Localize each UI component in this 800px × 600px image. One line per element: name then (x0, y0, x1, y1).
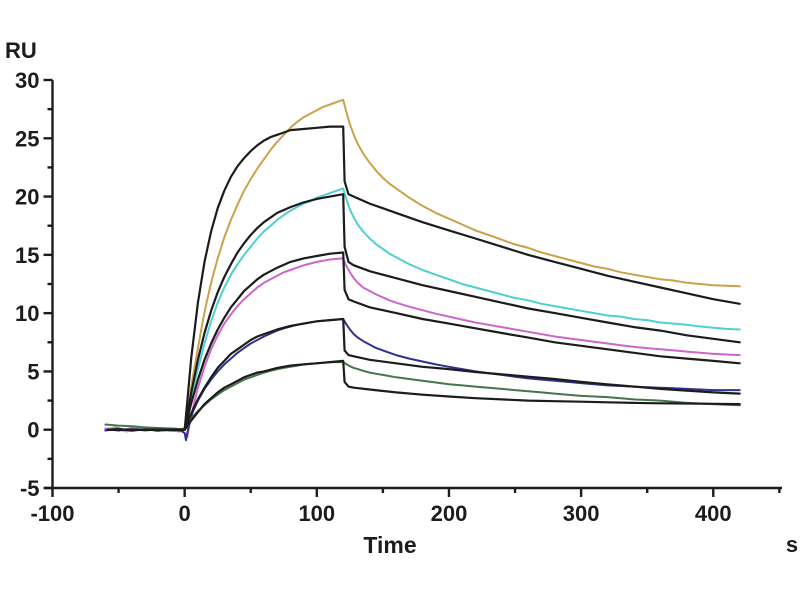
series-trace2-data-path (104, 187, 741, 433)
series-layer (104, 98, 741, 442)
y-tick-label: 10 (15, 301, 39, 326)
y-tick-label: 25 (15, 126, 39, 151)
x-axis-unit-label: s (786, 532, 798, 557)
series-trace1-fit-path (106, 125, 741, 431)
x-tick-label: 100 (298, 501, 335, 526)
x-tick-label: -100 (30, 501, 74, 526)
y-tick-label: 0 (27, 418, 39, 443)
axes-layer (43, 78, 782, 497)
y-axis-unit-label: RU (5, 38, 37, 63)
x-axis-title: Time (363, 532, 416, 558)
x-tick-label: 300 (563, 501, 600, 526)
y-tick-label: 15 (15, 243, 39, 268)
series-trace3-fit-path (106, 251, 741, 431)
y-tick-label: 20 (15, 185, 39, 210)
x-tick-label: 400 (695, 501, 732, 526)
tick-label-layer: -100 0 100 200 300 400 -5 0 5 10 15 20 25 30 (15, 68, 732, 526)
series-trace2-fit-path (106, 193, 741, 431)
x-tick-label: 200 (431, 501, 468, 526)
series-trace3-data-path (104, 257, 741, 438)
y-tick-label: 5 (27, 359, 39, 384)
x-tick-label: 0 (179, 501, 191, 526)
series-trace5-fit-path (106, 359, 741, 431)
series-trace4-fit-path (106, 317, 741, 431)
y-tick-label: 30 (15, 68, 39, 93)
series-trace1-data-path (104, 98, 741, 432)
y-tick-label: -5 (20, 476, 40, 501)
